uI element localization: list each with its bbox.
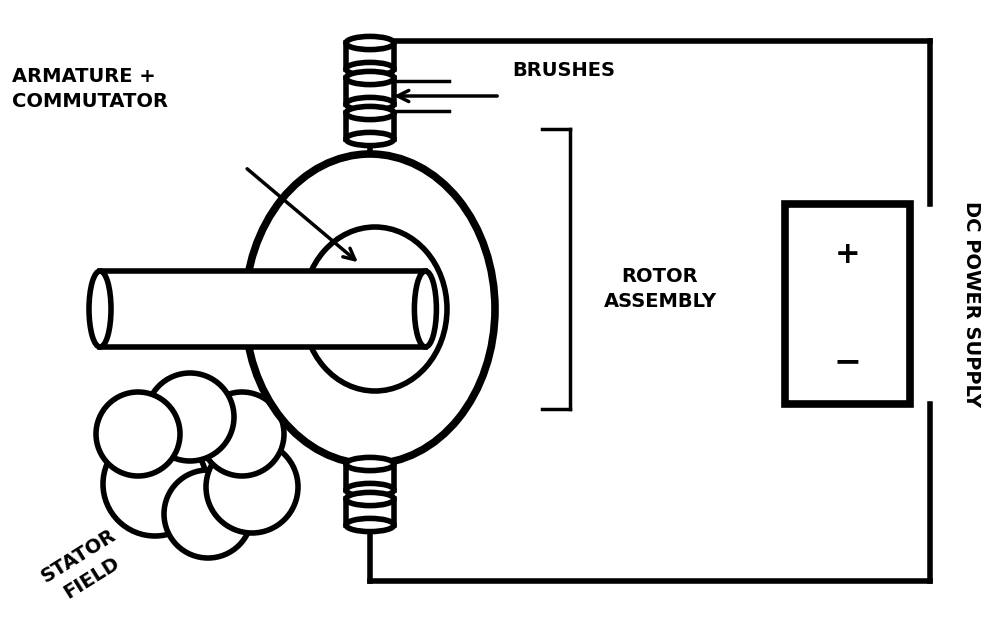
Circle shape	[206, 441, 298, 533]
Ellipse shape	[346, 63, 394, 75]
Bar	[346, 43, 394, 69]
Ellipse shape	[346, 483, 394, 497]
Text: ROTOR
ASSEMBLY: ROTOR ASSEMBLY	[603, 267, 717, 311]
Ellipse shape	[346, 36, 394, 50]
Ellipse shape	[346, 493, 394, 505]
Text: DC POWER SUPPLY: DC POWER SUPPLY	[962, 201, 982, 407]
Circle shape	[103, 432, 207, 536]
Text: ARMATURE +
COMMUTATOR: ARMATURE + COMMUTATOR	[12, 67, 168, 111]
Ellipse shape	[346, 107, 394, 119]
Text: BRUSHES: BRUSHES	[512, 61, 615, 81]
Text: STATOR
FIELD: STATOR FIELD	[38, 526, 132, 608]
Circle shape	[96, 392, 180, 476]
Bar	[100, 271, 425, 347]
Circle shape	[164, 470, 252, 558]
Ellipse shape	[346, 97, 394, 111]
Ellipse shape	[414, 271, 436, 347]
Bar	[785, 204, 910, 404]
Ellipse shape	[346, 518, 394, 532]
Bar	[346, 499, 394, 525]
Circle shape	[146, 373, 234, 461]
Ellipse shape	[346, 458, 394, 470]
Circle shape	[200, 392, 284, 476]
Bar	[346, 113, 394, 139]
Ellipse shape	[245, 154, 495, 464]
Text: +: +	[835, 240, 860, 268]
Bar	[346, 464, 394, 490]
Text: −: −	[834, 346, 862, 378]
Ellipse shape	[346, 132, 394, 146]
Ellipse shape	[89, 271, 111, 347]
Ellipse shape	[303, 227, 447, 391]
Bar	[346, 78, 394, 104]
Ellipse shape	[346, 72, 394, 84]
Text: OUTPUT SHAFT: OUTPUT SHAFT	[203, 302, 335, 316]
